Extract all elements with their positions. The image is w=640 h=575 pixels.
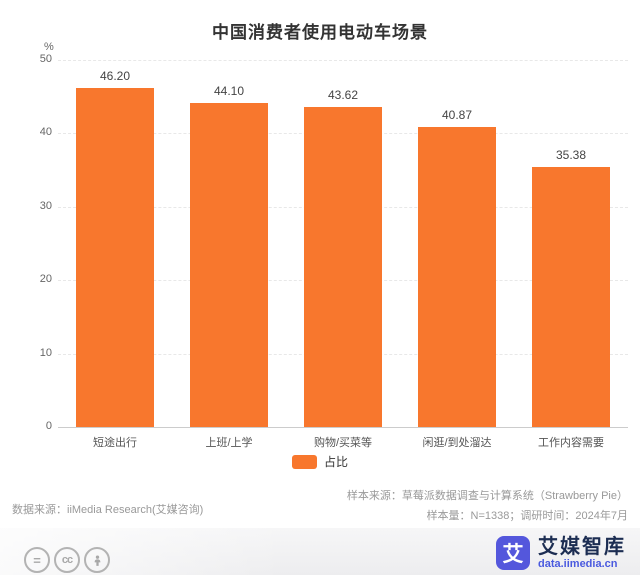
x-tick-label: 工作内容需要: [538, 437, 604, 449]
bar-value-label: 44.10: [213, 84, 245, 99]
bar-0: [76, 87, 154, 427]
brand-name: 艾媒智库: [538, 535, 626, 558]
sample-info-note: 样本量：N=1338；调研时间：2024年7月: [426, 510, 628, 523]
y-axis-unit-label: %: [44, 41, 54, 53]
brand-url-link[interactable]: data.iimedia.cn: [538, 557, 618, 570]
bar-1: [190, 103, 268, 427]
iimedia-branding[interactable]: 艾 艾媒智库 data.iimedia.cn: [496, 536, 626, 570]
equals-icon[interactable]: =: [24, 547, 50, 573]
y-tick-label: 50: [39, 53, 52, 65]
x-tick-label: 闲逛/到处溜达: [422, 437, 492, 449]
person-glyph: [94, 554, 100, 566]
x-axis-line: [58, 427, 628, 428]
legend-item[interactable]: 占比: [0, 453, 640, 470]
x-tick-label: 短途出行: [93, 437, 137, 449]
x-tick-label: 上班/上学: [205, 437, 253, 449]
bar-2: [304, 106, 382, 427]
brand-text: 艾媒智库 data.iimedia.cn: [538, 537, 626, 570]
plot-area: 0 10 20 30 40 50 46.20 短途出行 44.10 上班/上学 43.62 购物/买菜…: [40, 53, 628, 449]
legend-swatch: [291, 454, 317, 469]
bar-4: [532, 167, 610, 427]
sample-notes: 样本来源：草莓派数据调查与计算系统（Strawberry Pie） 样本量：N=…: [347, 486, 628, 527]
bar-value-label: 43.62: [327, 87, 359, 102]
y-tick-label: 30: [39, 199, 52, 212]
gridline: [58, 60, 628, 61]
license-icons: = cc: [24, 547, 110, 573]
logo-character: 艾: [502, 543, 524, 566]
chart-title: 中国消费者使用电动车场景: [212, 23, 428, 42]
bar-value-label: 35.38: [555, 148, 587, 163]
bar-value-label: 46.20: [99, 68, 131, 83]
data-source-note: 数据来源：iiMedia Research(艾媒咨询): [12, 504, 204, 516]
x-tick-label: 购物/买菜等: [313, 437, 373, 449]
sample-source-note: 样本来源：草莓派数据调查与计算系统（Strawberry Pie）: [346, 490, 628, 502]
bar-3: [418, 127, 496, 427]
cc-icon[interactable]: cc: [54, 547, 80, 573]
y-tick-label: 20: [39, 273, 52, 286]
footer-band: = cc 艾 艾媒智库 data.iimedia.cn: [0, 528, 640, 575]
y-tick-label: 40: [39, 126, 52, 139]
bar-value-label: 40.87: [441, 108, 473, 122]
attribution-person-icon[interactable]: [84, 547, 110, 573]
y-tick-label: 10: [39, 346, 52, 359]
y-tick-label: 0: [45, 420, 52, 432]
iimedia-logo-icon: 艾: [496, 536, 530, 570]
legend-label: 占比: [323, 455, 348, 469]
